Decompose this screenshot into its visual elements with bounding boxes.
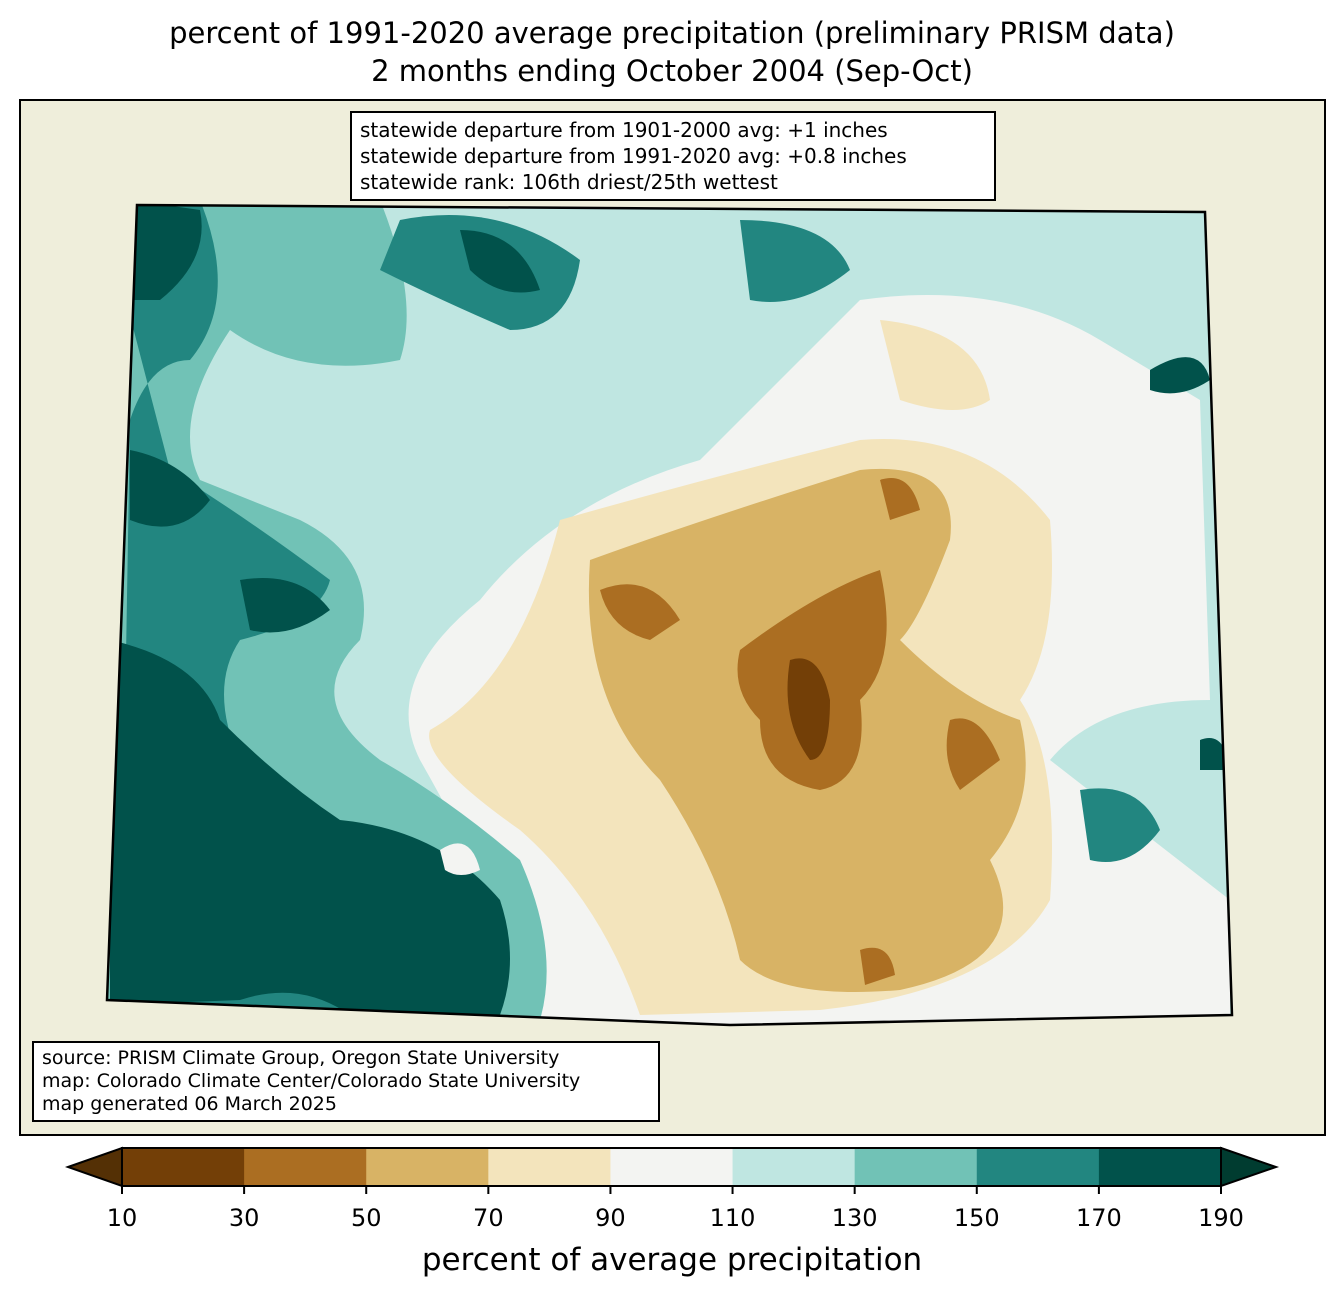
colorbar-segment [366, 1148, 489, 1186]
colorbar-tick-label: 110 [709, 1204, 756, 1232]
credits-generated: map generated 06 March 2025 [42, 1093, 337, 1115]
colorbar-tick-label: 10 [106, 1204, 138, 1232]
colorbar-tick-label: 70 [473, 1204, 504, 1232]
colorbar-tick-label: 190 [1198, 1204, 1244, 1232]
statewide-stats-box: statewide departure from 1901-2000 avg: … [350, 111, 996, 201]
colorbar-segment [610, 1148, 734, 1186]
colorbar-tick-label: 170 [1075, 1204, 1122, 1232]
map-title: percent of 1991-2020 average precipitati… [169, 16, 1175, 50]
colorbar-segment [854, 1148, 978, 1186]
stats-departure-1991: statewide departure from 1991-2020 avg: … [360, 144, 907, 168]
colorbar-under-arrow [64, 1146, 123, 1188]
colorbar-segment [488, 1148, 611, 1186]
credits-source: source: PRISM Climate Group, Oregon Stat… [42, 1047, 560, 1069]
credits-map: map: Colorado Climate Center/Colorado St… [42, 1070, 581, 1092]
colorbar-segment [244, 1148, 367, 1186]
map-subtitle: 2 months ending October 2004 (Sep-Oct) [371, 54, 973, 88]
colorbar-tick-label: 90 [595, 1204, 626, 1232]
colorbar-label: percent of average precipitation [421, 1242, 923, 1278]
colorado-precip-field [107, 205, 1232, 1025]
colorbar-tick-label: 30 [228, 1204, 260, 1232]
colorbar-segment [732, 1148, 856, 1186]
colorbar-segment [976, 1148, 1100, 1186]
stats-rank: statewide rank: 106th driest/25th wettes… [360, 170, 778, 194]
colorbar-over-arrow [1220, 1146, 1280, 1188]
stats-departure-1901: statewide departure from 1901-2000 avg: … [360, 118, 888, 142]
colorbar-segment [122, 1148, 245, 1186]
credits-box: source: PRISM Climate Group, Oregon Stat… [32, 1041, 660, 1122]
colorbar [64, 1146, 1280, 1188]
colorado-border [105, 203, 1234, 1027]
colorbar-tick-label: 150 [953, 1204, 1000, 1232]
colorbar-tick-label: 130 [831, 1204, 878, 1232]
colorbar-segment [1098, 1148, 1222, 1186]
colorbar-tick-label: 50 [350, 1204, 382, 1232]
